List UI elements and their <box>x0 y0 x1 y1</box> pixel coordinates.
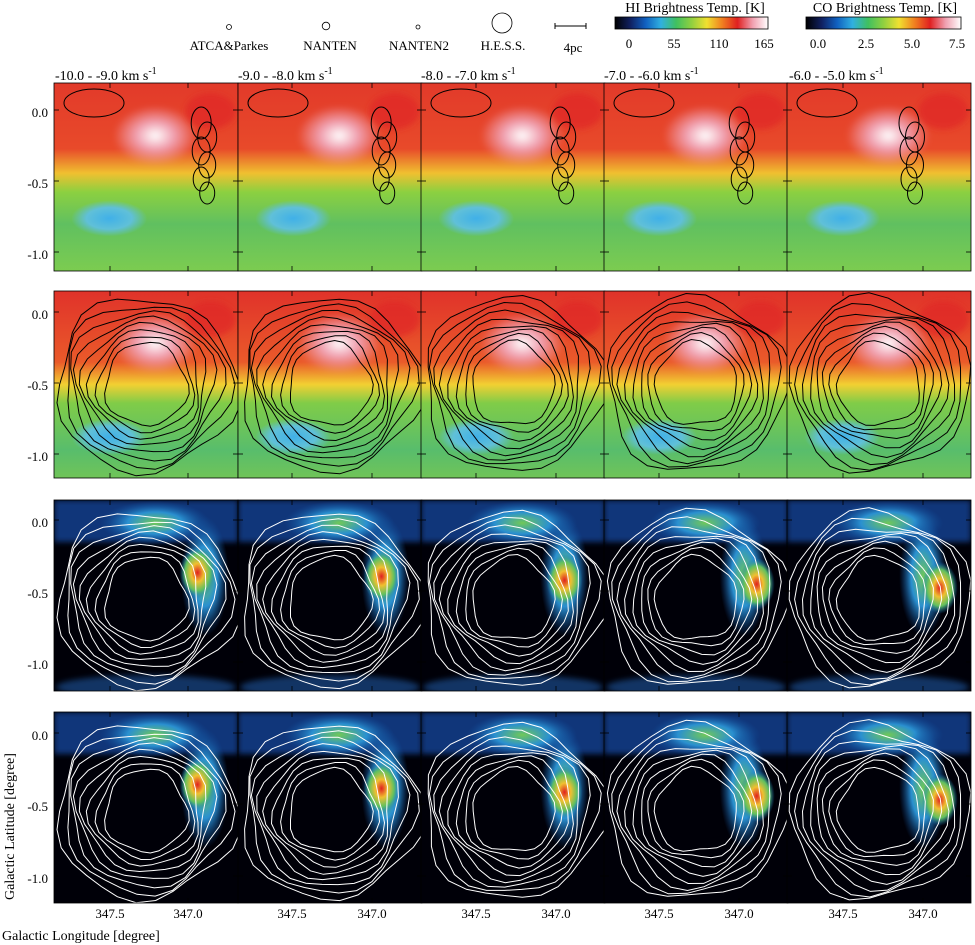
panel-r2-c3 <box>420 290 606 479</box>
y-tick-r1-2: -1.0 <box>27 247 48 262</box>
y-tick-r2-0: 0.0 <box>32 307 48 322</box>
x-tick-c3-1: 347.0 <box>541 906 570 921</box>
panel-r3-c3 <box>420 499 606 692</box>
beam-nanten2-label: NANTEN2 <box>389 38 449 53</box>
panel-r1-c2 <box>237 82 423 272</box>
co-colorbar: CO Brightness Temp. [K] 0.0 2.5 5.0 7.5 <box>805 1 965 51</box>
beam-atca-icon <box>226 24 232 30</box>
y-tick-r1-1: -0.5 <box>27 176 48 191</box>
velocity-label-2: -9.0 - -8.0 km s-1 <box>238 66 333 84</box>
x-tick-c1-0: 347.5 <box>95 906 124 921</box>
panel-r3-c1 <box>53 499 239 692</box>
scale-bar <box>554 23 587 29</box>
x-tick-c2-0: 347.5 <box>277 906 306 921</box>
hi-tick-2: 110 <box>709 36 728 51</box>
panel-grid <box>53 82 972 904</box>
velocity-label-3: -8.0 - -7.0 km s-1 <box>421 66 516 84</box>
panel-r1-c5 <box>786 82 972 272</box>
x-tick-c5-0: 347.5 <box>828 906 857 921</box>
x-tick-c3-0: 347.5 <box>461 906 490 921</box>
x-axis-title: Galactic Longitude [degree] <box>2 929 160 944</box>
x-tick-c2-1: 347.0 <box>357 906 386 921</box>
panel-r2-c5 <box>786 290 972 479</box>
x-tick-labels: 347.5 347.0 347.5 347.0 347.5 347.0 347.… <box>95 906 937 921</box>
panel-r3-c5 <box>786 499 972 692</box>
hi-tick-1: 55 <box>668 36 681 51</box>
hi-tick-0: 0 <box>626 36 633 51</box>
beam-hess-label: H.E.S.S. <box>481 38 526 53</box>
x-tick-c4-1: 347.0 <box>724 906 753 921</box>
panel-r4-c1 <box>53 711 239 904</box>
beam-nanten-label: NANTEN <box>303 38 357 53</box>
velocity-label-1: -10.0 - -9.0 km s-1 <box>55 66 157 84</box>
panel-r4-c3 <box>420 711 606 904</box>
panel-r2-c2 <box>237 290 423 479</box>
panel-r3-c4 <box>603 499 789 692</box>
y-axis-title: Galactic Latitude [degree] <box>3 753 18 900</box>
y-tick-labels: 0.0 -0.5 -1.0 0.0 -0.5 -1.0 0.0 -0.5 -1.… <box>27 105 48 886</box>
panel-r1-c1 <box>53 82 239 272</box>
beam-nanten-icon <box>321 21 331 31</box>
beam-nanten2-icon <box>415 24 421 30</box>
x-tick-c4-0: 347.5 <box>644 906 673 921</box>
hi-colorbar: HI Brightness Temp. [K] 0 55 110 165 <box>614 1 774 51</box>
panel-r2-c4 <box>603 290 789 479</box>
panel-r1-c3 <box>420 82 606 272</box>
panel-r3-c2 <box>237 499 423 692</box>
hi-colorbar-title: HI Brightness Temp. [K] <box>625 1 765 16</box>
y-tick-r3-0: 0.0 <box>32 515 48 530</box>
y-tick-r1-0: 0.0 <box>32 105 48 120</box>
co-colorbar-ramp <box>805 16 962 30</box>
beam-atca-label: ATCA&Parkes <box>190 38 269 53</box>
panel-r4-c4 <box>603 711 789 904</box>
y-tick-r3-2: -1.0 <box>27 657 48 672</box>
hi-colorbar-ramp <box>614 16 769 30</box>
co-tick-0: 0.0 <box>810 36 826 51</box>
y-tick-r4-2: -1.0 <box>27 871 48 886</box>
co-colorbar-title: CO Brightness Temp. [K] <box>813 1 957 16</box>
velocity-labels: -10.0 - -9.0 km s-1 -9.0 - -8.0 km s-1 -… <box>55 66 884 84</box>
co-tick-1: 2.5 <box>858 36 874 51</box>
beam-legend: ATCA&Parkes NANTEN NANTEN2 H.E.S.S. 4pc <box>190 12 587 55</box>
hi-tick-3: 165 <box>754 36 774 51</box>
co-tick-3: 7.5 <box>949 36 965 51</box>
panel-r1-c4 <box>603 82 789 272</box>
y-tick-r4-1: -0.5 <box>27 799 48 814</box>
y-tick-r2-1: -0.5 <box>27 378 48 393</box>
y-tick-r4-0: 0.0 <box>32 728 48 743</box>
co-tick-2: 5.0 <box>904 36 920 51</box>
beam-hess-icon <box>491 12 513 34</box>
x-tick-c1-1: 347.0 <box>173 906 202 921</box>
x-tick-c5-1: 347.0 <box>908 906 937 921</box>
scale-bar-label: 4pc <box>564 40 583 55</box>
panel-r4-c5 <box>786 711 972 904</box>
panel-r4-c2 <box>237 711 423 904</box>
velocity-label-5: -6.0 - -5.0 km s-1 <box>789 66 884 84</box>
y-tick-r2-2: -1.0 <box>27 449 48 464</box>
velocity-label-4: -7.0 - -6.0 km s-1 <box>604 66 699 84</box>
y-tick-r3-1: -0.5 <box>27 586 48 601</box>
panel-r2-c1 <box>53 290 239 479</box>
